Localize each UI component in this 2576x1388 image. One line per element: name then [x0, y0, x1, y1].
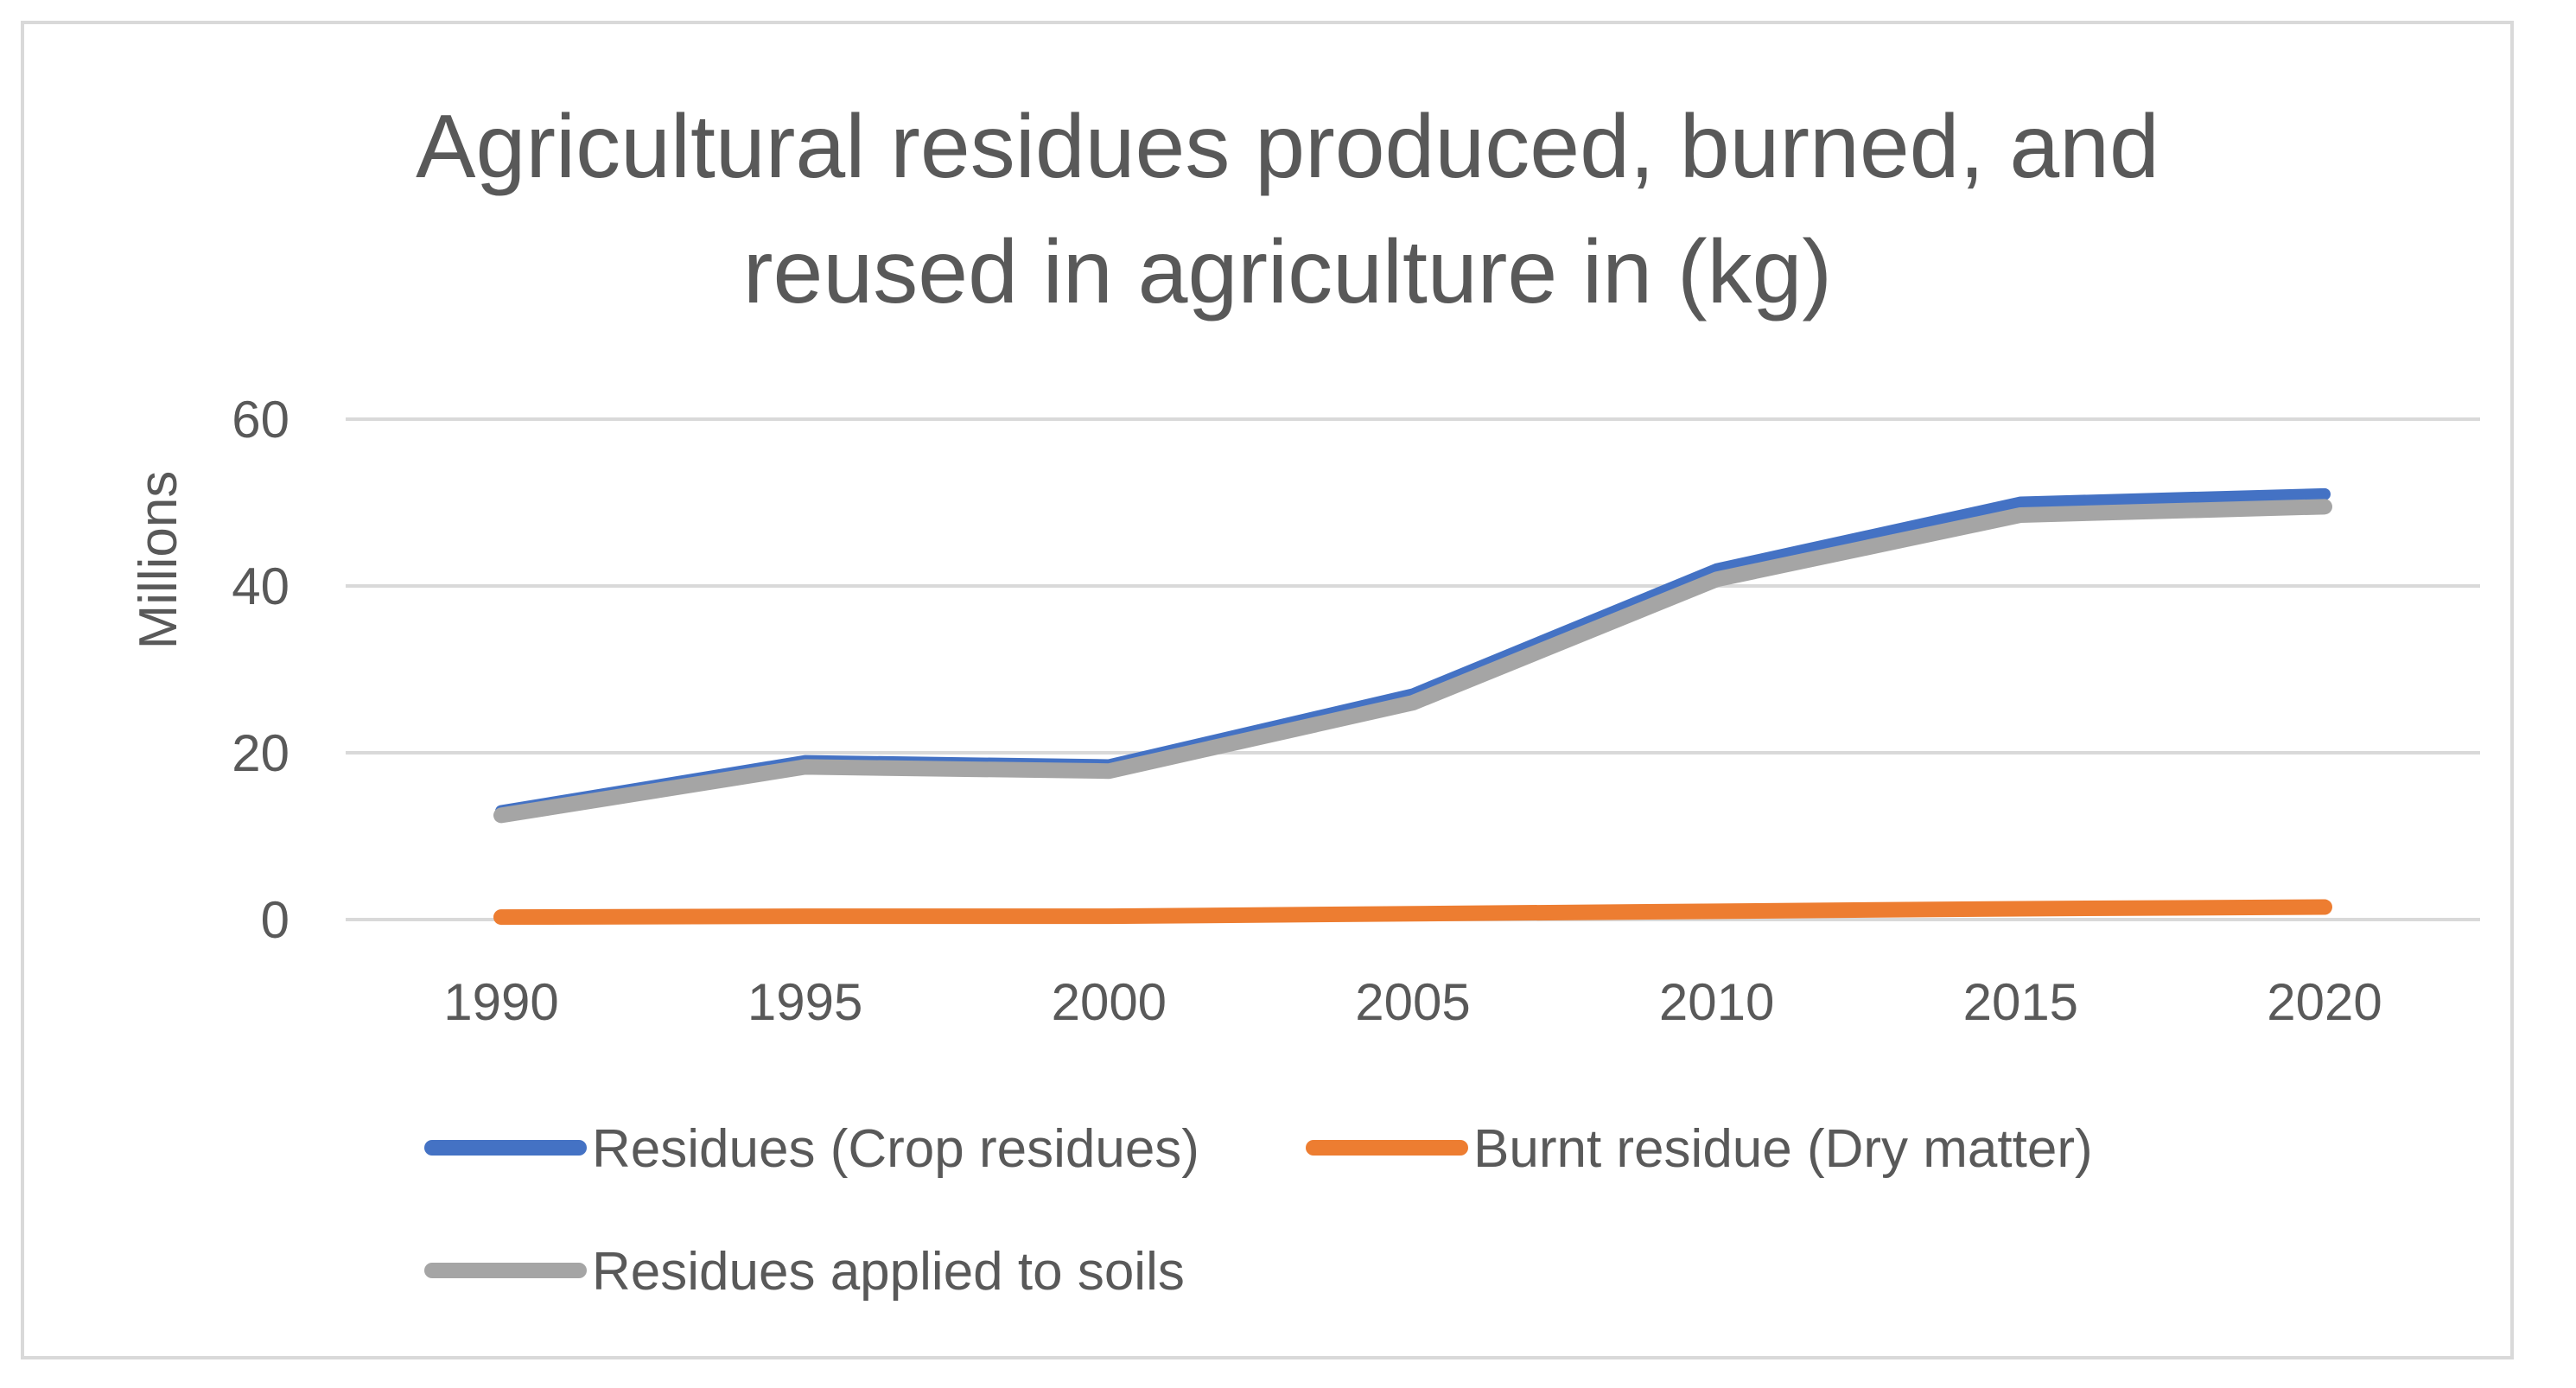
- legend-label-residues-crop-residues: Residues (Crop residues): [592, 1119, 1199, 1179]
- legend-item-residues-crop-residues[interactable]: Residues (Crop residues): [424, 1119, 1199, 1179]
- x-tick-label-2020: 2020: [2267, 973, 2382, 1031]
- chart-frame: [21, 21, 2514, 1359]
- series-line-residues-crop-residues: [495, 487, 2331, 818]
- legend-label-burnt-residue-dry-matter: Burnt residue (Dry matter): [1473, 1119, 2093, 1179]
- series-lines: [493, 487, 2332, 926]
- y-tick-label-60: 60: [232, 391, 289, 449]
- x-tick-label-2000: 2000: [1052, 973, 1167, 1031]
- x-axis-ticks: 1990 1995 2000 2005 2010 2015 2020: [443, 973, 2382, 1031]
- chart-title: Agricultural residues produced, burned, …: [416, 97, 2159, 322]
- chart-title-line-2: reused in agriculture in (kg): [743, 222, 1832, 322]
- y-tick-label-20: 20: [232, 724, 289, 782]
- legend: Residues (Crop residues) Burnt residue (D…: [424, 1119, 2093, 1302]
- y-axis-title: Millions: [129, 471, 188, 650]
- chart-title-line-1: Agricultural residues produced, burned, …: [416, 97, 2159, 197]
- series-line-residues-applied-to-soils: [493, 499, 2332, 824]
- y-axis-ticks: 0 20 40 60: [232, 391, 289, 949]
- legend-item-burnt-residue-dry-matter[interactable]: Burnt residue (Dry matter): [1306, 1119, 2093, 1179]
- x-tick-label-1990: 1990: [443, 973, 558, 1031]
- y-tick-label-0: 0: [261, 891, 289, 949]
- y-tick-label-40: 40: [232, 557, 289, 615]
- x-tick-label-2005: 2005: [1355, 973, 1470, 1031]
- x-tick-label-1995: 1995: [747, 973, 862, 1031]
- series-line-burnt-residue-dry-matter: [493, 899, 2332, 926]
- legend-item-residues-applied-to-soils[interactable]: Residues applied to soils: [424, 1242, 1185, 1302]
- legend-label-residues-applied-to-soils: Residues applied to soils: [592, 1242, 1185, 1302]
- x-tick-label-2010: 2010: [1659, 973, 1774, 1031]
- x-tick-label-2015: 2015: [1963, 973, 2078, 1031]
